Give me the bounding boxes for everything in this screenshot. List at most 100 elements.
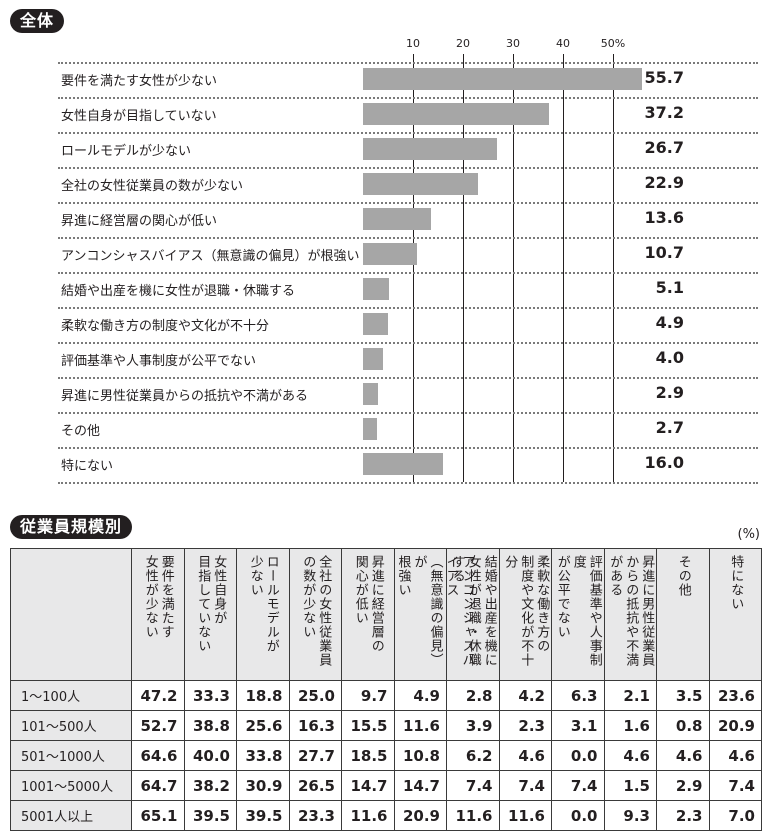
column-header-label: 柔軟な働き方の 制度や文化が不十分 bbox=[502, 555, 550, 667]
table-cell: 0.0 bbox=[551, 740, 605, 771]
table-cell: 47.2 bbox=[131, 680, 185, 711]
table-cell: 7.4 bbox=[551, 770, 605, 801]
bar-row: その他 2.7 bbox=[58, 412, 758, 447]
bar bbox=[363, 68, 642, 90]
table-cell: 4.9 bbox=[393, 680, 447, 711]
table-cell: 25.0 bbox=[288, 680, 342, 711]
table-cell: 2.3 bbox=[656, 800, 710, 831]
bar bbox=[363, 278, 389, 300]
table-cell: 10.8 bbox=[393, 740, 447, 771]
table-cell: 4.2 bbox=[498, 680, 552, 711]
column-header: 結婚や出産を機に 女性が退職・休職する bbox=[446, 548, 500, 681]
column-header: アンコンシャスバイアス （無意識の偏見）が 根強い bbox=[393, 548, 475, 681]
table-cell: 27.7 bbox=[288, 740, 342, 771]
unit-label: (%) bbox=[737, 527, 761, 542]
dotted-divider bbox=[58, 237, 758, 239]
gridline bbox=[563, 54, 564, 482]
bar-value: 4.9 bbox=[655, 313, 684, 332]
bar-value: 2.7 bbox=[655, 418, 684, 437]
table-cell: 16.3 bbox=[288, 710, 342, 741]
table-cell: 7.4 bbox=[446, 770, 500, 801]
overall-bar-chart: 10 20 30 40 50% 要件を満たす女性が少ない 55.7 女性自身が目指していない 3… bbox=[58, 37, 758, 484]
table-cell: 20.9 bbox=[708, 710, 762, 741]
table-cell: 11.6 bbox=[446, 800, 500, 831]
gridline bbox=[413, 54, 414, 482]
table-cell: 4.6 bbox=[708, 740, 762, 771]
bar-row: 昇進に男性従業員からの抵抗や不満がある 2.9 bbox=[58, 377, 758, 412]
column-header: 評価基準や人事制度 が公平でない bbox=[551, 548, 605, 681]
table-cell: 64.6 bbox=[131, 740, 185, 771]
table-cell: 1.5 bbox=[603, 770, 657, 801]
bar-label: アンコンシャスバイアス（無意識の偏見）が根強い bbox=[61, 249, 360, 264]
table-cell: 2.1 bbox=[603, 680, 657, 711]
table-cell: 1.6 bbox=[603, 710, 657, 741]
x-tick-label: 20 bbox=[456, 37, 470, 50]
table-cell: 7.0 bbox=[708, 800, 762, 831]
column-header-label: ロールモデルが 少ない bbox=[247, 555, 279, 653]
table-corner-cell bbox=[10, 548, 132, 681]
dotted-divider bbox=[58, 272, 758, 274]
column-header: 特にない bbox=[708, 548, 762, 681]
bar-value: 26.7 bbox=[644, 138, 684, 157]
table-cell: 33.8 bbox=[236, 740, 290, 771]
column-header-label: 特にない bbox=[728, 555, 744, 611]
dotted-divider bbox=[58, 342, 758, 344]
bar bbox=[363, 138, 497, 160]
table-cell: 2.8 bbox=[446, 680, 500, 711]
table-cell: 3.5 bbox=[656, 680, 710, 711]
row-header: 1001〜5000人 bbox=[10, 770, 132, 801]
table-cell: 14.7 bbox=[341, 770, 395, 801]
column-header-label: その他 bbox=[675, 555, 691, 597]
table-cell: 64.7 bbox=[131, 770, 185, 801]
bar bbox=[363, 383, 378, 405]
column-header-label: 昇進に男性従業員 からの抵抗や不満 がある bbox=[607, 555, 655, 667]
section-badge-overall: 全体 bbox=[10, 9, 65, 33]
bar-label: 要件を満たす女性が少ない bbox=[61, 74, 218, 89]
column-header-label: 結婚や出産を機に 女性が退職・休職する bbox=[449, 555, 497, 667]
dotted-divider bbox=[58, 167, 758, 169]
bar bbox=[363, 173, 478, 195]
x-tick-label: 30 bbox=[506, 37, 520, 50]
bar bbox=[363, 348, 383, 370]
bar-label: 全社の女性従業員の数が少ない bbox=[61, 179, 244, 194]
column-header: 昇進に経営層の 関心が低い bbox=[341, 548, 395, 681]
dotted-divider bbox=[58, 202, 758, 204]
bar-row: 要件を満たす女性が少ない 55.7 bbox=[58, 62, 758, 97]
table-cell: 11.6 bbox=[393, 710, 447, 741]
table-cell: 0.0 bbox=[551, 800, 605, 831]
table-cell: 4.6 bbox=[498, 740, 552, 771]
dotted-divider bbox=[58, 377, 758, 379]
bar-label: 女性自身が目指していない bbox=[61, 109, 217, 124]
table-header-row: 要件を満たす 女性が少ない 女性自身が 目指していない ロールモデルが 少ない 全社の女性従… bbox=[10, 548, 762, 681]
bar bbox=[363, 418, 377, 440]
table-cell: 18.8 bbox=[236, 680, 290, 711]
bar-row: 全社の女性従業員の数が少ない 22.9 bbox=[58, 167, 758, 202]
dotted-divider bbox=[58, 412, 758, 414]
x-tick-label: 50% bbox=[600, 37, 626, 50]
table-cell: 0.8 bbox=[656, 710, 710, 741]
gridline bbox=[513, 54, 514, 482]
column-header: 全社の女性従業員 の数が少ない bbox=[288, 548, 342, 681]
bar-row: 女性自身が目指していない 37.2 bbox=[58, 97, 758, 132]
dotted-divider bbox=[58, 62, 758, 64]
bar-label: 評価基準や人事制度が公平でない bbox=[61, 354, 257, 369]
table-cell: 2.9 bbox=[656, 770, 710, 801]
bar-value: 5.1 bbox=[655, 278, 684, 297]
table-cell: 14.7 bbox=[393, 770, 447, 801]
x-tick-label: 10 bbox=[406, 37, 420, 50]
bar-value: 10.7 bbox=[644, 243, 684, 262]
bar-row: 特にない 16.0 bbox=[58, 447, 758, 482]
bar-row: 結婚や出産を機に女性が退職・休職する 5.1 bbox=[58, 272, 758, 307]
dotted-divider bbox=[58, 482, 758, 484]
bar-value: 2.9 bbox=[655, 383, 684, 402]
bar bbox=[363, 453, 443, 475]
gridline bbox=[613, 54, 614, 482]
table-cell: 38.2 bbox=[183, 770, 237, 801]
column-header: その他 bbox=[656, 548, 710, 681]
bar bbox=[363, 313, 388, 335]
table-cell: 6.3 bbox=[551, 680, 605, 711]
row-header: 1〜100人 bbox=[10, 680, 132, 711]
bar-value: 22.9 bbox=[644, 173, 684, 192]
bar-value: 13.6 bbox=[644, 208, 684, 227]
column-header: ロールモデルが 少ない bbox=[236, 548, 290, 681]
